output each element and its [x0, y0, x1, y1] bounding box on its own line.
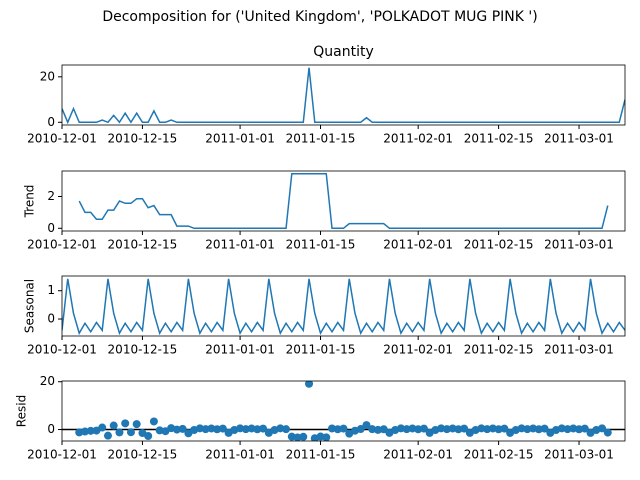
- x-tick-label: 2011-01-01: [205, 132, 275, 146]
- x-tick-label: 2011-02-01: [383, 238, 453, 252]
- resid-point: [500, 424, 509, 433]
- x-tick-label: 2010-12-15: [108, 238, 178, 252]
- resid-point: [149, 417, 158, 426]
- y-tick-label: 20: [40, 374, 55, 388]
- resid-point: [305, 381, 314, 388]
- resid-point: [379, 425, 388, 434]
- x-tick-label: 2010-12-15: [108, 343, 178, 357]
- resid-point: [356, 425, 365, 434]
- x-tick-label: 2011-01-15: [286, 448, 356, 462]
- resid-point: [132, 420, 141, 429]
- series-line: [78, 172, 609, 230]
- y-tick-label: 20: [40, 69, 55, 83]
- y-tick-label: 1: [47, 283, 55, 297]
- x-tick-label: 2011-02-15: [464, 448, 534, 462]
- x-tick-label: 2010-12-01: [27, 132, 97, 146]
- x-tick-label: 2010-12-15: [108, 448, 178, 462]
- x-tick-label: 2011-01-15: [286, 132, 356, 146]
- y-tick-label: 0: [47, 221, 55, 235]
- resid-point: [419, 424, 428, 433]
- panel-title: Quantity: [313, 44, 374, 60]
- y-tick-label: 0: [47, 115, 55, 129]
- x-tick-label: 2011-02-15: [464, 132, 534, 146]
- resid-point: [299, 432, 308, 441]
- resid-point: [362, 421, 371, 430]
- x-tick-label: 2010-12-15: [108, 132, 178, 146]
- resid-point: [259, 424, 268, 433]
- x-tick-label: 2011-02-01: [383, 448, 453, 462]
- x-tick-label: 2011-01-01: [205, 238, 275, 252]
- resid-point: [109, 421, 118, 430]
- resid-point: [282, 425, 291, 434]
- x-tick-label: 2011-03-01: [544, 132, 614, 146]
- x-tick-label: 2011-01-01: [205, 448, 275, 462]
- resid-point: [98, 423, 107, 432]
- x-tick-label: 2010-12-01: [27, 238, 97, 252]
- resid-point: [322, 433, 331, 441]
- resid-point: [126, 428, 135, 437]
- resid-point: [115, 428, 124, 437]
- x-tick-label: 2011-02-01: [383, 343, 453, 357]
- figure-title: Decomposition for ('United Kingdom', 'PO…: [102, 9, 537, 25]
- resid-point: [540, 424, 549, 433]
- resid-point: [580, 424, 589, 433]
- resid-point: [144, 432, 153, 441]
- x-tick-label: 2011-02-01: [383, 132, 453, 146]
- resid-point: [598, 424, 607, 433]
- resid-point: [218, 424, 227, 433]
- x-tick-label: 2011-01-01: [205, 343, 275, 357]
- x-tick-label: 2011-01-15: [286, 343, 356, 357]
- x-tick-label: 2010-12-01: [27, 343, 97, 357]
- resid-point: [178, 424, 187, 433]
- x-tick-label: 2011-03-01: [544, 343, 614, 357]
- x-tick-label: 2011-02-15: [464, 343, 534, 357]
- y-tick-label: 0: [47, 422, 55, 436]
- resid-point: [603, 428, 612, 437]
- axes-frame: [61, 64, 626, 126]
- y-axis-label: Resid: [15, 395, 29, 427]
- y-axis-label: Trend: [23, 185, 37, 219]
- resid-point: [293, 433, 302, 441]
- axes-frame: [61, 380, 626, 442]
- x-tick-label: 2011-02-15: [464, 238, 534, 252]
- x-tick-label: 2011-03-01: [544, 238, 614, 252]
- x-tick-label: 2011-01-15: [286, 238, 356, 252]
- x-tick-label: 2011-03-01: [544, 448, 614, 462]
- series-line: [62, 67, 625, 125]
- series-line: [62, 278, 625, 336]
- resid-point: [103, 431, 112, 440]
- resid-point: [460, 424, 469, 433]
- axes-frame: [61, 170, 626, 232]
- resid-point: [121, 419, 130, 428]
- y-tick-label: 2: [47, 189, 55, 203]
- y-axis-label: Seasonal: [23, 279, 37, 333]
- axes-frame: [61, 275, 626, 337]
- resid-point: [339, 424, 348, 433]
- x-tick-label: 2010-12-01: [27, 448, 97, 462]
- y-tick-label: 0: [47, 312, 55, 326]
- resid-point: [86, 426, 95, 435]
